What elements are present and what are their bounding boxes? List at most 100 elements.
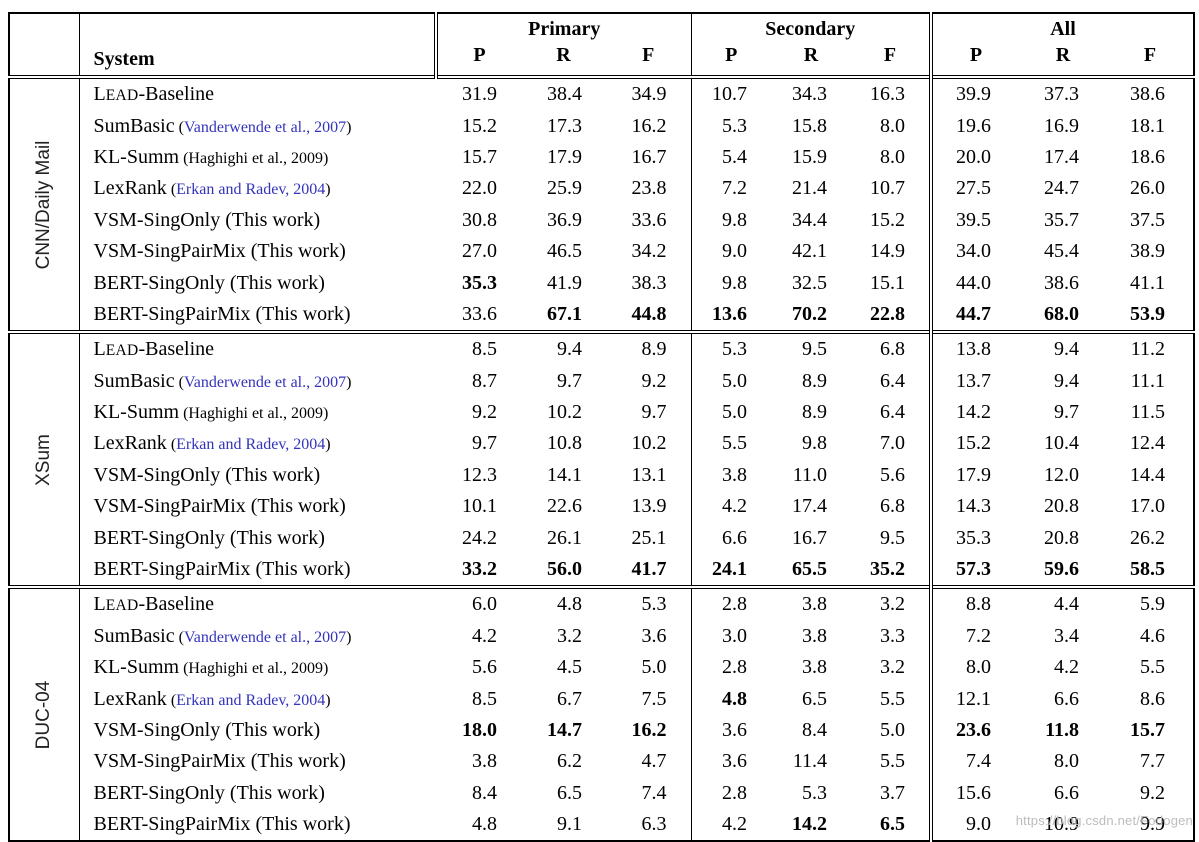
system-cell: LEAD-Baseline <box>79 330 436 366</box>
citation-link[interactable]: Erkan and Radev, 2004 <box>176 181 326 199</box>
system-name: BERT-SingOnly <box>93 271 225 294</box>
metric-cell: 5.9 <box>1107 585 1194 621</box>
metric-cell: 8.0 <box>880 114 905 137</box>
citation-link[interactable]: Erkan and Radev, 2004 <box>176 691 326 709</box>
metric-cell: 16.9 <box>1044 114 1079 137</box>
metric-cell: 24.2 <box>462 526 497 549</box>
metric-cell: 3.3 <box>880 624 905 647</box>
metric-cell: 7.4 <box>641 781 667 804</box>
system-name: LexRank <box>93 687 167 710</box>
metric-header-r: R <box>556 44 571 66</box>
metric-cell: 26.1 <box>547 526 582 549</box>
citation: (This work) <box>224 271 325 294</box>
metric-header-p: P <box>473 44 486 66</box>
system-name: VSM-SingPairMix <box>93 750 246 773</box>
metric-cell: 6.0 <box>436 585 521 621</box>
metric-cell: 70.2 <box>792 302 827 325</box>
metric-cell: 10.4 <box>1044 432 1079 455</box>
metric-cell: 9.2 <box>472 401 497 424</box>
metric-cell: 5.0 <box>690 365 771 397</box>
citation-text: This work <box>257 750 340 773</box>
metric-cell: 46.5 <box>547 240 582 263</box>
metric-cell: 15.1 <box>870 271 905 294</box>
metric-cell: 8.0 <box>880 145 905 168</box>
metric-cell: 26.2 <box>1130 526 1165 549</box>
metric-cell: 11.8 <box>1045 719 1079 741</box>
metric-cell: 9.0 <box>690 235 771 268</box>
system-cell: BERT-SingPairMix (This work) <box>79 554 436 587</box>
metric-cell: 5.6 <box>472 656 497 679</box>
metric-cell: 11.1 <box>1130 369 1165 392</box>
citation-text: This work <box>231 208 314 231</box>
metric-cell: 12.0 <box>1044 463 1079 486</box>
citation: (Erkan and Radev, 2004) <box>166 436 331 454</box>
citation-text: This work <box>257 495 340 518</box>
metric-cell: 24.1 <box>690 553 771 588</box>
metric-cell: 38.3 <box>631 271 667 294</box>
metric-cell: 8.9 <box>606 330 691 366</box>
metric-cell: 15.6 <box>929 777 1019 809</box>
metric-cell: 38.6 <box>1044 271 1079 294</box>
system-name: KL-Summ <box>93 145 180 168</box>
metric-cell: 7.2 <box>690 173 771 205</box>
watermark-url: https://blog.csdn.net/Forlogen <box>1015 813 1193 828</box>
metric-cell: 4.2 <box>472 624 497 647</box>
metric-cell: 14.4 <box>1130 463 1165 486</box>
citation-link[interactable]: Vanderwende et al., 2007 <box>183 118 347 136</box>
system-name: SumBasic <box>93 624 175 647</box>
citation: (Vanderwende et al., 2007) <box>174 118 352 136</box>
metric-cell: 9.1 <box>557 813 582 836</box>
metric-cell: 10.2 <box>547 401 582 424</box>
metric-cell: 5.5 <box>880 750 905 773</box>
system-column-header: System <box>79 13 438 77</box>
metric-cell: 14.3 <box>929 491 1019 523</box>
metric-cell: 3.2 <box>557 624 582 647</box>
metric-cell: 3.4 <box>1054 624 1079 647</box>
system-cell: BERT-SingOnly (This work) <box>79 267 436 298</box>
citation: (This work) <box>224 526 325 549</box>
table-row: BERT-SingOnly (This work) 24.2 26.1 25.1 6.6… <box>9 522 1194 554</box>
metric-cell: 2.8 <box>690 652 771 684</box>
citation-link[interactable]: Erkan and Radev, 2004 <box>176 436 326 454</box>
citation-text: This work <box>262 558 344 581</box>
system-cell: VSM-SingPairMix (This work) <box>79 236 436 267</box>
system-cell: SumBasic (Vanderwende et al., 2007) <box>79 366 436 397</box>
metric-cell: 9.8 <box>690 267 771 299</box>
metric-cell: 2.8 <box>690 585 771 621</box>
citation-text: Haghighi et al., 2009 <box>188 149 324 167</box>
system-name: BERT-SingPairMix <box>93 813 251 836</box>
citation-link[interactable]: Vanderwende et al., 2007 <box>183 628 347 646</box>
metric-header-row: P R F P R F P R F <box>9 44 1194 77</box>
system-name: L <box>93 338 106 361</box>
metric-cell: 22.6 <box>547 495 582 518</box>
section-cnn-daily-mail: CNN/Daily Mail LEAD-Baseline 31.9 38.4 34.9 1… <box>9 74 1194 333</box>
metric-cell: 6.8 <box>880 495 905 518</box>
metric-cell: 16.7 <box>631 145 667 168</box>
metric-cell: 14.1 <box>547 463 582 486</box>
metric-cell: 22.0 <box>462 177 497 200</box>
metric-cell: 59.6 <box>1044 558 1079 581</box>
citation: (Vanderwende et al., 2007) <box>174 628 352 646</box>
metric-cell: 9.4 <box>521 330 606 366</box>
metric-cell: 4.2 <box>690 808 771 842</box>
metric-cell: 5.5 <box>690 428 771 460</box>
metric-cell: 42.1 <box>792 240 827 263</box>
system-cell: BERT-SingPairMix (This work) <box>79 809 436 841</box>
metric-cell: 8.0 <box>1054 750 1079 773</box>
metric-cell: 56.0 <box>547 558 582 581</box>
metric-cell: 5.0 <box>641 656 667 679</box>
metric-cell: 27.0 <box>462 240 497 263</box>
dataset-label-text: CNN/Daily Mail <box>33 140 55 269</box>
results-table: System Primary Secondary All P R F P R F… <box>8 12 1195 842</box>
metric-header-p: P <box>929 44 1019 77</box>
metric-cell: 11.4 <box>792 750 827 773</box>
metric-cell: 35.7 <box>1044 208 1079 231</box>
system-name: -Baseline <box>138 83 215 106</box>
metric-cell: 3.2 <box>851 585 931 621</box>
citation-link[interactable]: Vanderwende et al., 2007 <box>183 373 347 391</box>
metric-cell: 8.0 <box>929 652 1019 684</box>
system-name: SumBasic <box>93 369 175 392</box>
citation-text: This work <box>231 719 314 741</box>
metric-cell: 3.0 <box>690 620 771 653</box>
metric-cell: 34.4 <box>792 208 827 231</box>
